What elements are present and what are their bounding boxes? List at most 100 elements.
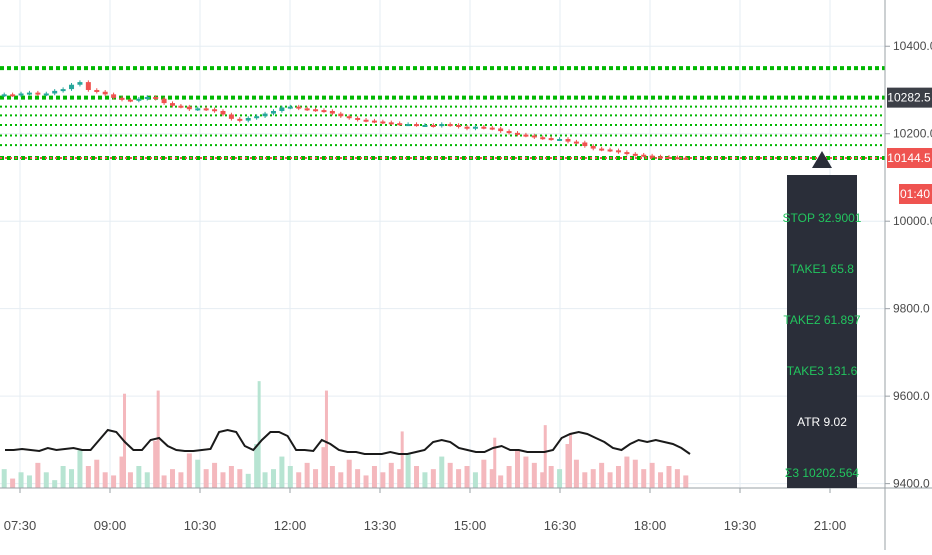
candle-body	[447, 124, 453, 127]
time-tick-label: 07:30	[4, 518, 37, 533]
volume-bar	[329, 466, 335, 488]
price-tick-label: 9400.0	[893, 477, 930, 491]
current-price-label: 10144.5	[887, 151, 931, 165]
volume-bar	[153, 440, 159, 488]
volume-bar	[178, 472, 184, 488]
volume-bar	[531, 462, 537, 488]
candle-body	[329, 110, 335, 114]
candle-body	[304, 108, 310, 111]
candle-body	[43, 93, 49, 96]
volume-bar	[489, 469, 495, 488]
volume-bar	[127, 472, 133, 488]
candle-body	[220, 110, 226, 115]
volume-bar	[363, 475, 369, 488]
volume-bar	[557, 469, 563, 488]
volume-bar	[245, 473, 251, 488]
volume-bar	[624, 456, 630, 488]
strategy-info-panel: STOP 32.9001 TAKE1 65.8 TAKE2 61.897 TAKE3 …	[783, 151, 862, 488]
candle-body	[632, 153, 638, 156]
price-axis[interactable]: 10400.0 10200.0 10000.0 9800.0 9600.0 9400.0	[884, 0, 932, 550]
volume-bar	[388, 462, 394, 488]
candle-body	[321, 110, 327, 113]
time-tick-label: 09:00	[94, 518, 127, 533]
candle-body	[18, 93, 24, 96]
volume-bar-spike	[324, 390, 328, 488]
volume-bar	[136, 466, 142, 488]
candle-body	[287, 106, 293, 109]
candle-body	[557, 138, 563, 141]
candlesticks	[1, 80, 689, 160]
volume-bar	[422, 472, 428, 488]
panel-row: ATR 9.02	[797, 415, 847, 429]
volume-bar	[94, 459, 100, 488]
candle-body	[658, 156, 664, 159]
oscillator-line	[5, 428, 691, 455]
price-tick-label: 10200.0	[893, 127, 932, 141]
volume-bar	[161, 475, 167, 488]
candle-body	[666, 156, 672, 159]
candle-body	[60, 89, 66, 92]
candle-body	[439, 124, 445, 127]
candle-body	[540, 137, 546, 140]
time-axis[interactable]: 07:30 09:00 10:30 12:00 13:30 15:00 16:30 18:00…	[0, 487, 932, 533]
volume-bar	[26, 475, 32, 488]
level-lines	[0, 66, 885, 160]
upper-price-badge	[887, 87, 932, 108]
candle-body	[615, 150, 621, 153]
volume-bar	[447, 462, 453, 488]
volume-bar	[481, 459, 487, 488]
candle-body	[456, 124, 462, 127]
volume-bar	[144, 472, 150, 488]
candle-body	[296, 106, 302, 109]
candle-body	[599, 148, 605, 151]
panel-background	[787, 175, 857, 488]
volume-bar	[52, 480, 58, 488]
volume-bar	[615, 466, 621, 488]
candle-body	[77, 82, 83, 85]
candle-body	[136, 98, 142, 101]
time-tick-label: 16:30	[544, 518, 577, 533]
volume-bar	[414, 466, 420, 488]
candle-body	[346, 116, 352, 119]
volume-bar	[102, 472, 108, 488]
candle-body	[127, 99, 133, 102]
volume-bar	[262, 472, 268, 488]
candle-body	[624, 152, 630, 155]
volume-bar	[1, 469, 7, 488]
time-tick-label: 10:30	[184, 518, 217, 533]
candle-body	[52, 90, 58, 94]
candle-body	[144, 96, 150, 99]
volume-bar-spike	[568, 434, 572, 488]
volume-bar-spike	[156, 390, 160, 488]
candle-body	[363, 119, 369, 122]
volume-bar	[573, 459, 579, 488]
candle-body	[397, 123, 403, 126]
volume-bar	[228, 466, 234, 488]
volume-bar	[119, 456, 125, 488]
time-tick-label: 18:00	[634, 518, 667, 533]
panel-row: Σ3 10202.564	[785, 466, 859, 480]
price-tick-label: 10400.0	[893, 39, 932, 53]
volume-bar	[321, 447, 327, 488]
panel-row: TAKE2 61.897	[783, 313, 860, 327]
volume-bar	[287, 466, 293, 488]
volume-bar	[683, 475, 689, 488]
candle-body	[102, 91, 108, 95]
price-tick-label: 9600.0	[893, 389, 930, 403]
volume-bar	[632, 459, 638, 488]
candle-body	[405, 124, 411, 127]
time-tick-label: 15:00	[454, 518, 487, 533]
volume-bar	[77, 450, 83, 488]
volume-bar	[641, 469, 647, 488]
volume-bar	[540, 472, 546, 488]
candle-body	[69, 84, 75, 90]
candle-body	[674, 157, 680, 160]
candle-body	[254, 116, 260, 119]
volume-bar	[658, 472, 664, 488]
candle-body	[582, 142, 588, 146]
volume-bar	[666, 466, 672, 488]
candle-body	[607, 149, 613, 152]
volume-bar	[599, 462, 605, 488]
